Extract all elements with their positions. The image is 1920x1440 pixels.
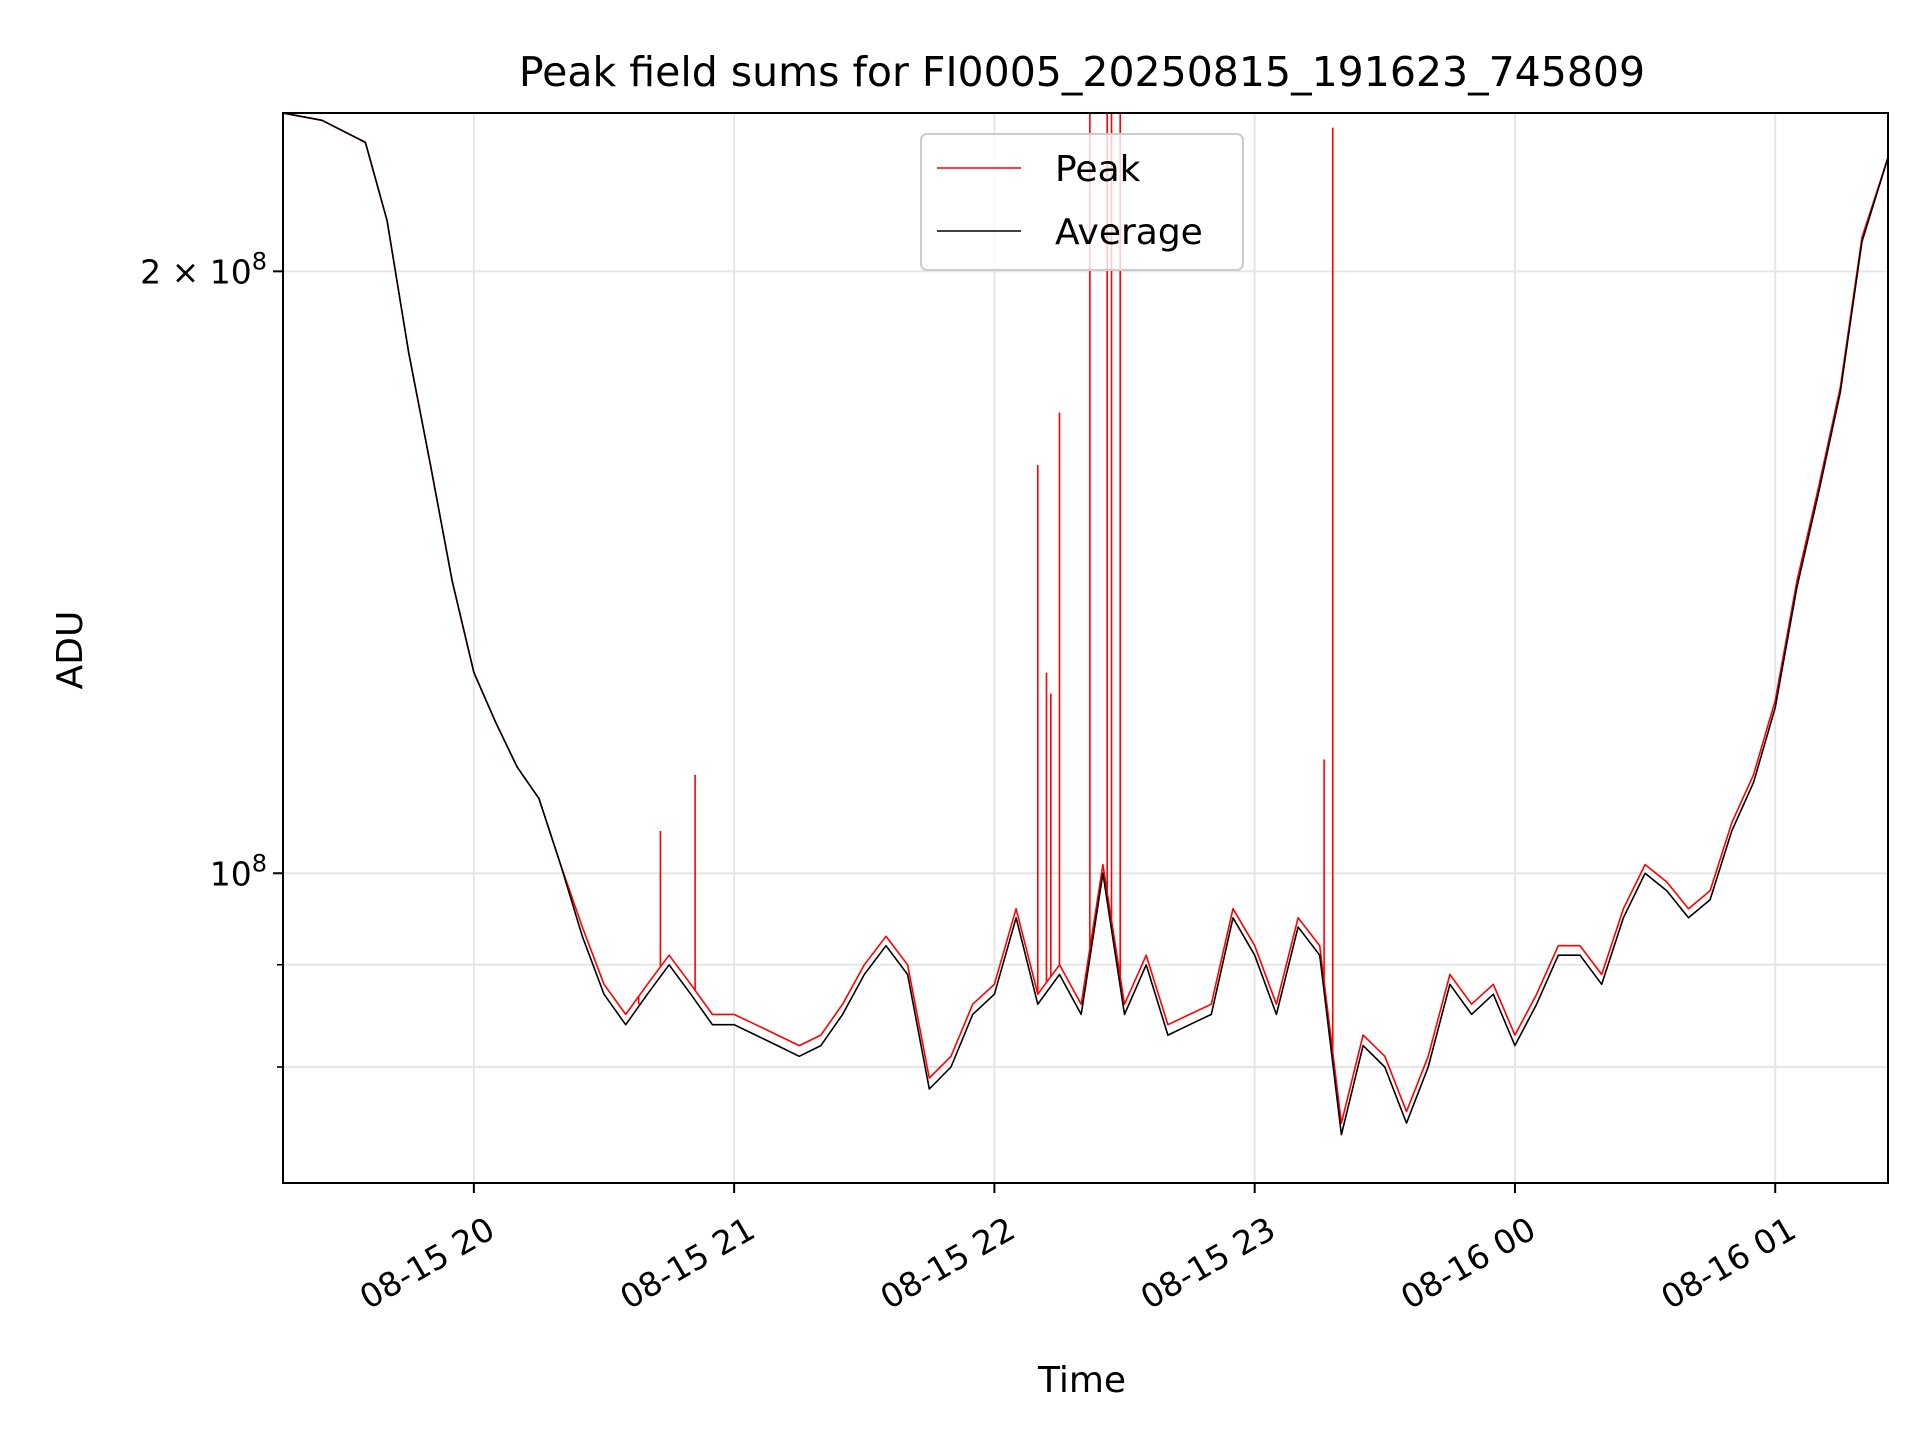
legend-average-label: Average [1055,212,1203,253]
series-peak-line [283,113,1888,1124]
legend-peak-label: Peak [1055,149,1141,190]
grid-lines [283,113,1888,1183]
plot-area [283,113,1888,1136]
y-axis-label: ADU [50,611,91,690]
series-average-line [283,113,1888,1136]
x-axis-label: Time [1037,1360,1126,1401]
y-tick-label: 2 × 108 [140,247,267,291]
plot-frame [282,112,1889,1184]
chart-title: Peak field sums for FI0005_20250815_1916… [519,48,1645,96]
legend: Peak Average [920,133,1244,271]
